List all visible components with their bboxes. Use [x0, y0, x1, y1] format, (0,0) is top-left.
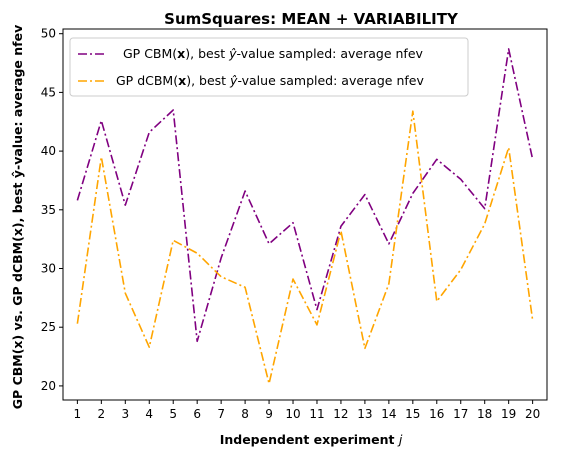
y-axis-title: GP CBM(x) vs. GP dCBM(x), best ŷ-value: …	[10, 25, 25, 409]
plot-frame	[62, 28, 548, 401]
series-line-1	[76, 110, 534, 385]
x-tick-label: 3	[121, 407, 129, 421]
y-tick-label: 45	[41, 85, 56, 99]
legend: GP CBM(x), best ŷ-value sampled: average…	[69, 37, 469, 97]
series-line-0	[76, 48, 534, 343]
x-tick-label: 11	[309, 407, 324, 421]
x-axis: 1 2 3 4 5 6 7 8 9 10 11 12 13 14 15 16 17 18 19 20	[74, 400, 540, 421]
y-tick-label: 30	[41, 262, 56, 276]
y-tick-label: 35	[41, 203, 56, 217]
x-tick-label: 18	[477, 407, 492, 421]
x-tick-label: 8	[241, 407, 249, 421]
x-tick-label: 15	[405, 407, 420, 421]
x-tick-label: 7	[217, 407, 225, 421]
legend-label-0: GP CBM(x), best ŷ-value sampled: average…	[123, 46, 424, 61]
x-tick-label: 10	[285, 407, 300, 421]
chart-title: SumSquares: MEAN + VARIABILITY	[164, 10, 459, 28]
x-tick-label: 20	[525, 407, 540, 421]
legend-box	[69, 37, 469, 97]
x-tick-label: 9	[265, 407, 273, 421]
x-tick-label: 17	[453, 407, 468, 421]
x-tick-label: 19	[501, 407, 516, 421]
y-tick-label: 40	[41, 144, 56, 158]
x-tick-label: 12	[333, 407, 348, 421]
x-tick-label: 6	[193, 407, 201, 421]
plot-area	[62, 28, 548, 401]
x-tick-label: 1	[74, 407, 82, 421]
y-axis: 20 25 30 35 40 45 50	[41, 27, 63, 393]
y-tick-label: 25	[41, 320, 56, 334]
x-tick-label: 2	[98, 407, 106, 421]
y-tick-label: 20	[41, 379, 56, 393]
legend-label-1: GP dCBM(x), best ŷ-value sampled: averag…	[116, 73, 424, 88]
y-tick-label: 50	[41, 27, 56, 41]
x-tick-label: 16	[429, 407, 444, 421]
x-tick-label: 5	[169, 407, 177, 421]
x-tick-label: 13	[357, 407, 372, 421]
x-tick-label: 14	[381, 407, 396, 421]
x-tick-label: 4	[145, 407, 153, 421]
x-axis-title: Independent experiment j	[220, 432, 403, 447]
